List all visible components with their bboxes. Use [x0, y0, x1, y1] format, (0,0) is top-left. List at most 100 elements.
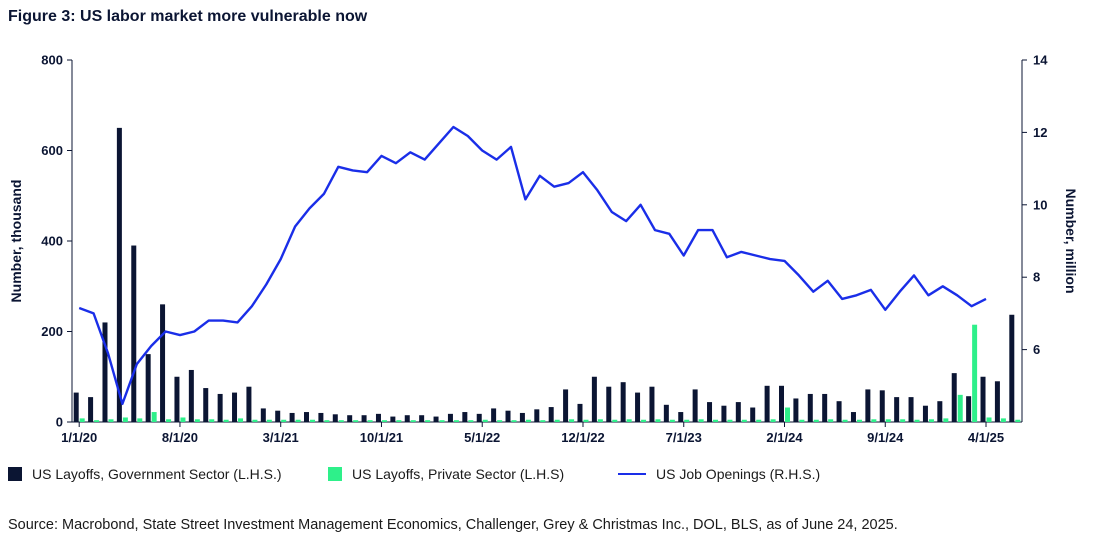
private-layoffs-bar [295, 419, 301, 422]
government-layoffs-bar [980, 376, 986, 422]
private-layoffs-bar [468, 420, 474, 422]
government-layoffs-bar [764, 385, 770, 422]
legend-item-private: US Layoffs, Private Sector (L.H.S) [328, 466, 564, 482]
government-layoffs-bar [131, 245, 137, 422]
government-layoffs-bar [606, 386, 612, 422]
government-layoffs-bar [491, 408, 497, 422]
legend-label-private: US Layoffs, Private Sector (L.H.S) [352, 466, 565, 482]
government-layoffs-bar [548, 407, 554, 422]
private-layoffs-bar [828, 419, 834, 422]
private-layoffs-bar [108, 419, 114, 422]
private-layoffs-bar [669, 419, 675, 422]
y-left-tick-label: 400 [41, 234, 63, 249]
x-tick-label: 10/1/21 [360, 430, 403, 445]
government-layoffs-bar [793, 398, 799, 422]
government-layoffs-bar [1009, 314, 1015, 422]
private-layoffs-bar [756, 419, 762, 422]
private-layoffs-bar [1015, 419, 1021, 422]
private-layoffs-bar [194, 419, 200, 422]
government-layoffs-bar [188, 369, 194, 422]
government-layoffs-bar [707, 402, 713, 422]
private-layoffs-bar [856, 419, 862, 422]
y-axis-left-label: Number, thousand [8, 180, 24, 303]
private-layoffs-bar [914, 419, 920, 422]
government-layoffs-bar [332, 414, 338, 422]
private-layoffs-bar [928, 419, 934, 422]
government-layoffs-bar [102, 322, 108, 422]
private-layoffs-bar [785, 407, 790, 422]
government-layoffs-bar [951, 373, 957, 422]
x-tick-label: 7/1/23 [666, 430, 702, 445]
government-layoffs-bar [88, 397, 94, 422]
private-layoffs-bar [957, 394, 963, 422]
job-openings-series-line [78, 125, 987, 406]
government-layoffs-bar [649, 386, 655, 422]
y-right-tick-label: 6 [1033, 342, 1040, 357]
government-layoffs-bar [591, 376, 597, 422]
private-layoffs-bar [554, 419, 560, 422]
government-layoffs-bar [635, 392, 641, 422]
government-layoffs-bar [361, 415, 367, 422]
government-layoffs-bar [375, 413, 381, 422]
government-layoffs-bar [620, 382, 626, 422]
axes [67, 59, 1027, 427]
government-layoffs-bar [318, 412, 324, 422]
private-layoffs-bar [453, 420, 459, 422]
government-layoffs-bar [260, 408, 266, 422]
government-layoffs-bar [476, 413, 482, 422]
x-tick-label: 8/1/20 [162, 430, 198, 445]
private-layoffs-bar [137, 418, 143, 422]
private-layoffs-bar [122, 417, 128, 422]
government-layoffs-bar [462, 412, 468, 422]
y-left-tick-label: 800 [41, 53, 63, 68]
government-layoffs-bar [232, 392, 238, 422]
private-layoffs-bar [1000, 418, 1006, 422]
government-layoffs-bar [404, 415, 410, 422]
government-layoffs-bar [894, 397, 900, 422]
private-layoffs-bar [425, 420, 431, 422]
government-layoffs-bar [879, 390, 885, 422]
private-layoffs-bar [641, 419, 647, 422]
government-layoffs-bar [750, 407, 756, 422]
government-layoffs-bar [289, 412, 295, 422]
private-layoffs-bar [497, 420, 503, 422]
private-layoffs-bar [94, 420, 100, 422]
y-left-tick-label: 200 [41, 324, 63, 339]
legend-swatch-openings [618, 473, 646, 475]
legend-label-government: US Layoffs, Government Sector (L.H.S.) [32, 466, 282, 482]
private-layoffs-bar [612, 419, 618, 422]
private-layoffs-bar [353, 420, 359, 422]
private-layoffs-bar [900, 419, 906, 422]
y-right-tick-label: 14 [1033, 53, 1048, 68]
x-tick-label: 1/1/20 [61, 430, 97, 445]
private-layoffs-bar [943, 418, 949, 422]
private-layoffs-bar [381, 420, 387, 422]
private-layoffs-bar [281, 419, 287, 422]
government-layoffs-bar [807, 393, 813, 422]
legend-item-openings: US Job Openings (R.H.S.) [618, 466, 820, 482]
government-layoffs-bar [994, 381, 1000, 422]
government-layoffs-bar [922, 405, 928, 422]
y-left-tick-label: 0 [56, 415, 63, 430]
legend-label-openings: US Job Openings (R.H.S.) [656, 466, 821, 482]
private-layoffs-bars [79, 324, 1021, 422]
private-layoffs-bar [266, 419, 272, 422]
government-layoffs-bar [73, 392, 79, 422]
government-layoffs-bar [966, 396, 972, 422]
legend-item-government: US Layoffs, Government Sector (L.H.S.) [8, 466, 282, 482]
x-tick-label: 9/1/24 [867, 430, 904, 445]
private-layoffs-bar [972, 324, 978, 422]
private-layoffs-bar [209, 419, 215, 422]
government-layoffs-bar [836, 401, 842, 422]
private-layoffs-bar [324, 420, 330, 422]
government-layoffs-bar [577, 403, 583, 422]
government-layoffs-bar [563, 389, 569, 422]
private-layoffs-bar [727, 419, 733, 422]
private-layoffs-bar [698, 419, 704, 422]
private-layoffs-bar [713, 419, 719, 422]
private-layoffs-bar [813, 419, 819, 422]
x-tick-label: 4/1/25 [968, 430, 1004, 445]
source-note: Source: Macrobond, State Street Investme… [8, 517, 898, 533]
government-layoffs-bar [865, 389, 871, 422]
job-openings-line [78, 125, 987, 406]
